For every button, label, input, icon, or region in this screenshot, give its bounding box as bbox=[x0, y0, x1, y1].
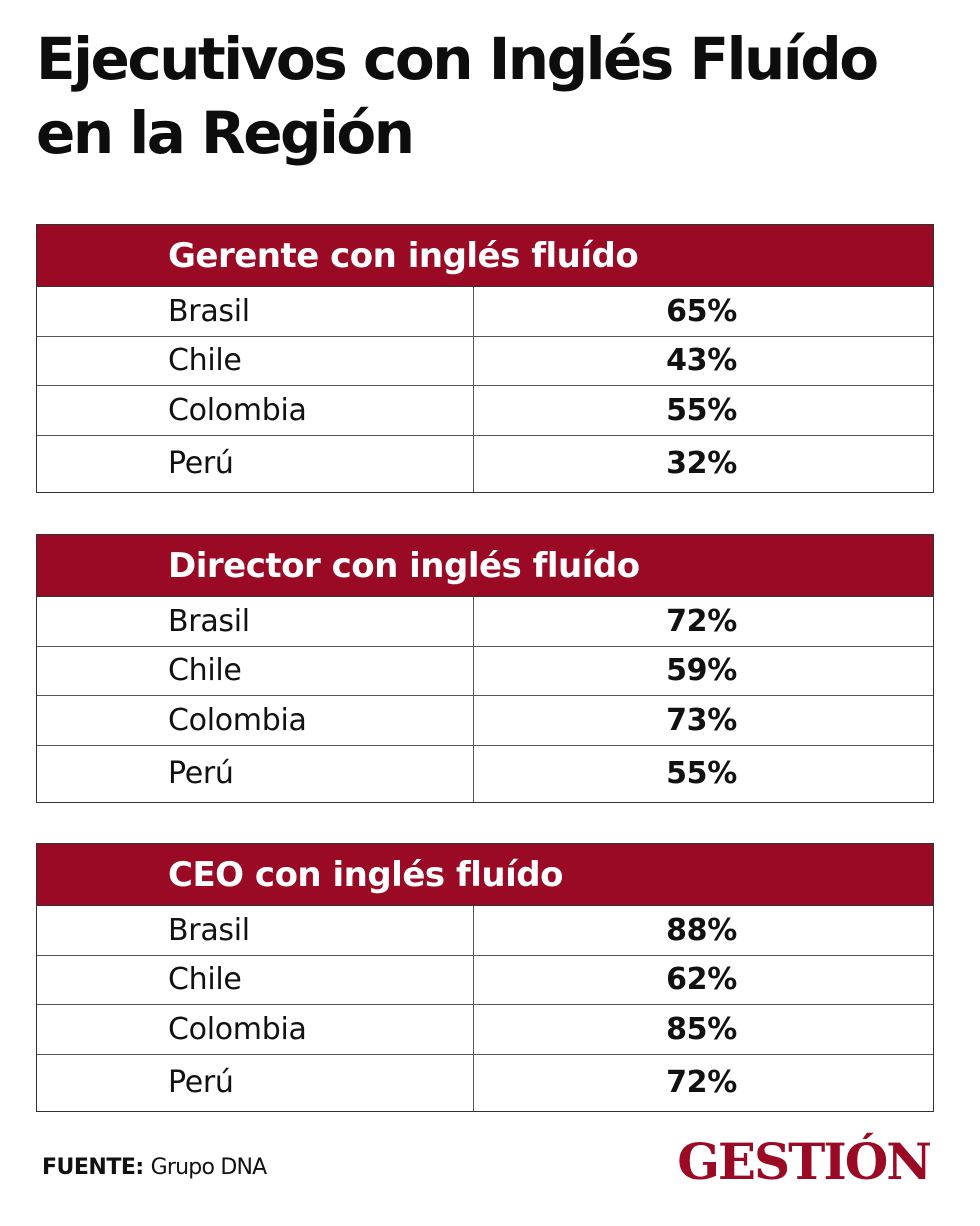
page-title: Ejecutivos con Inglés Fluído en la Regió… bbox=[36, 22, 966, 170]
table-row: Brasil 72% bbox=[37, 597, 933, 647]
value-cell: 59% bbox=[666, 653, 737, 689]
source-note: FUENTE: Grupo DNA bbox=[42, 1155, 268, 1180]
country-cell: Colombia bbox=[37, 386, 474, 435]
table-row: Chile 59% bbox=[37, 646, 933, 696]
source-value: Grupo DNA bbox=[150, 1155, 268, 1180]
country-cell: Colombia bbox=[37, 1005, 474, 1054]
country-cell: Perú bbox=[37, 1054, 474, 1111]
ceo-table: CEO con inglés fluído Brasil 88% Chile 62% Co… bbox=[36, 843, 934, 1112]
table-row: Colombia 73% bbox=[37, 696, 933, 746]
table-header: Gerente con inglés fluído bbox=[37, 225, 933, 287]
table-row: Brasil 88% bbox=[37, 906, 933, 956]
country-cell: Brasil bbox=[37, 287, 474, 336]
country-cell: Brasil bbox=[37, 597, 474, 646]
value-cell: 62% bbox=[666, 962, 737, 998]
gestion-logo: GESTIÓN bbox=[677, 1132, 932, 1191]
table-row: Colombia 55% bbox=[37, 386, 933, 436]
page-title-line-1: Ejecutivos con Inglés Fluído bbox=[36, 25, 879, 93]
country-cell: Perú bbox=[37, 435, 474, 492]
country-cell: Chile bbox=[37, 336, 474, 385]
value-cell: 32% bbox=[666, 446, 737, 481]
country-cell: Perú bbox=[37, 745, 474, 802]
value-cell: 88% bbox=[666, 912, 737, 948]
value-cell: 55% bbox=[666, 392, 737, 428]
table-header: CEO con inglés fluído bbox=[37, 844, 933, 906]
table-row: Chile 62% bbox=[37, 955, 933, 1005]
table-row: Chile 43% bbox=[37, 336, 933, 386]
table-row: Brasil 65% bbox=[37, 287, 933, 337]
director-table: Director con inglés fluído Brasil 72% Chile… bbox=[36, 534, 934, 803]
table-row: Colombia 85% bbox=[37, 1005, 933, 1055]
country-cell: Chile bbox=[37, 955, 474, 1004]
page-title-line-2: en la Región bbox=[36, 99, 415, 167]
gerente-table: Gerente con inglés fluído Brasil 65% Chile 4… bbox=[36, 224, 934, 493]
value-cell: 72% bbox=[666, 1065, 737, 1100]
country-cell: Colombia bbox=[37, 696, 474, 745]
value-cell: 72% bbox=[666, 603, 737, 639]
table-row: Perú 72% bbox=[37, 1054, 933, 1111]
value-cell: 85% bbox=[666, 1011, 737, 1047]
country-cell: Chile bbox=[37, 646, 474, 695]
table-row: Perú 55% bbox=[37, 745, 933, 802]
value-cell: 65% bbox=[666, 293, 737, 329]
source-label: FUENTE: bbox=[42, 1155, 144, 1180]
table-row: Perú 32% bbox=[37, 435, 933, 492]
value-cell: 73% bbox=[666, 702, 737, 738]
country-cell: Brasil bbox=[37, 906, 474, 955]
value-cell: 43% bbox=[666, 343, 737, 379]
value-cell: 55% bbox=[666, 756, 737, 791]
table-header: Director con inglés fluído bbox=[37, 535, 933, 597]
